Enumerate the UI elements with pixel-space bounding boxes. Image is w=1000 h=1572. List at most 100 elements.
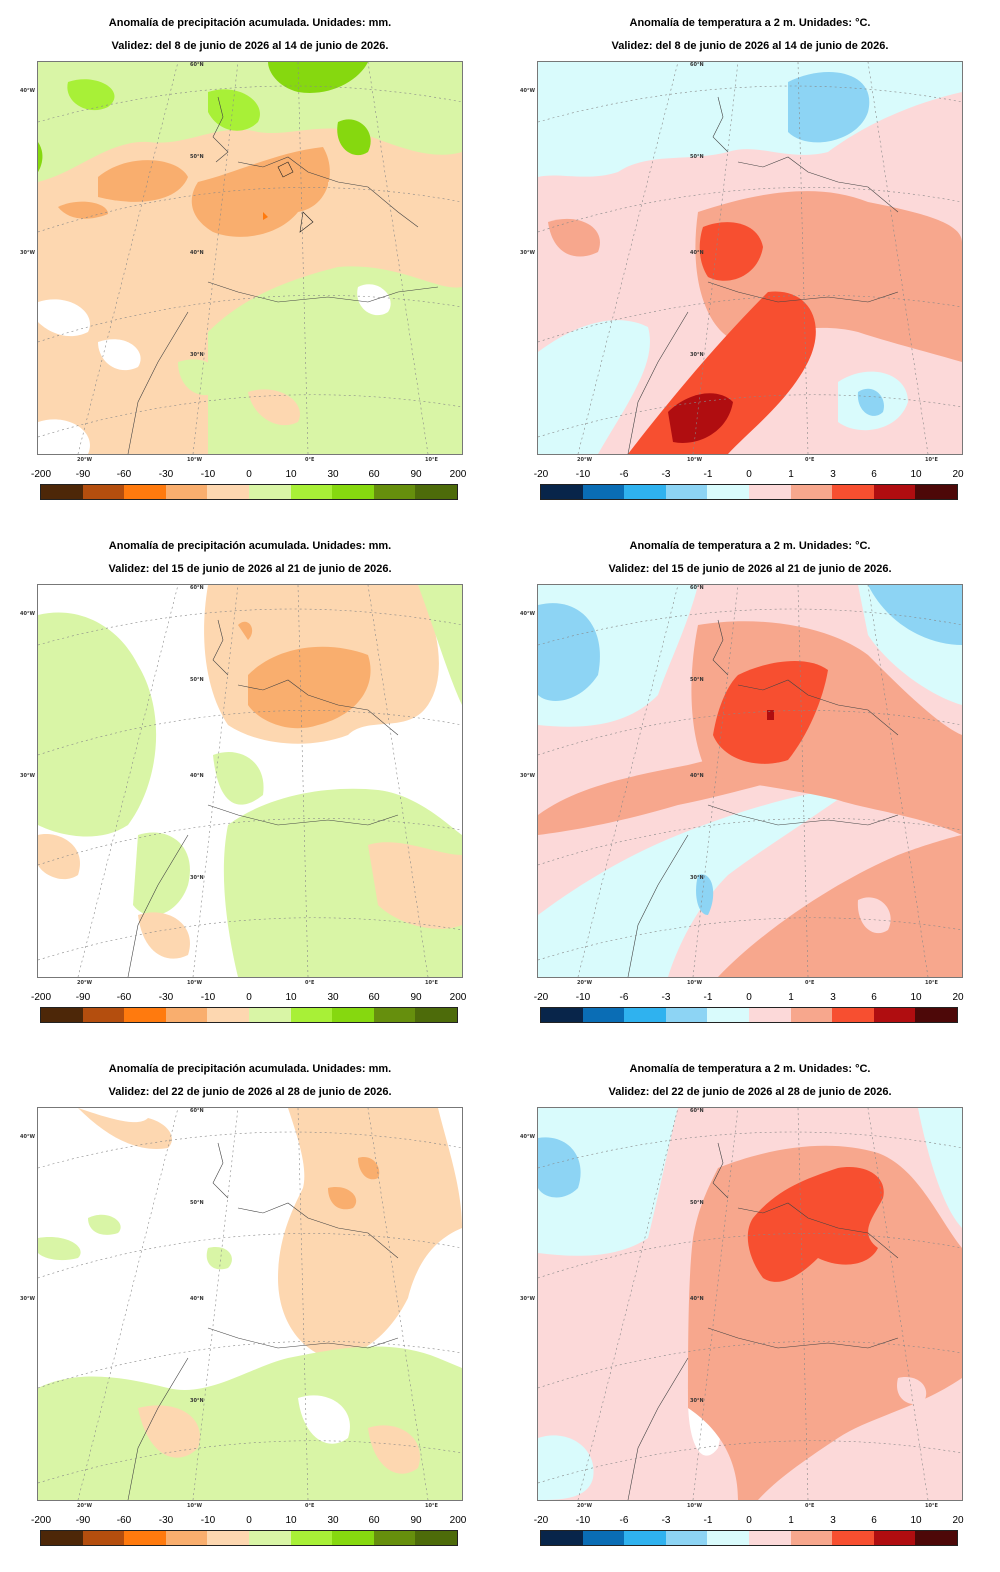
label-10w: 10°W bbox=[187, 980, 202, 986]
tick-label: 200 bbox=[449, 1515, 467, 1526]
tick-label: 200 bbox=[449, 469, 467, 480]
label-60n: 60°N bbox=[190, 62, 204, 68]
label-40w: 40°W bbox=[520, 88, 535, 94]
label-30n: 30°N bbox=[690, 1398, 704, 1404]
legend-swatch bbox=[832, 1008, 874, 1022]
tick-label: -10 bbox=[575, 1515, 591, 1526]
legend-swatch bbox=[832, 1531, 874, 1545]
label-10e: 10°E bbox=[425, 457, 438, 463]
legend-ticks: -20 -10 -6 -3 -1 0 1 3 6 10 20 bbox=[530, 992, 970, 1004]
tick-label: -1 bbox=[703, 992, 713, 1003]
label-40n: 40°N bbox=[190, 250, 204, 256]
tick-label: -6 bbox=[619, 469, 629, 480]
legend-swatch bbox=[748, 485, 791, 499]
label-60n: 60°N bbox=[190, 1108, 204, 1114]
tick-label: -90 bbox=[75, 1515, 91, 1526]
legend-swatch bbox=[332, 1531, 374, 1545]
tick-label: 6 bbox=[871, 469, 877, 480]
panel-validity: Validez: del 22 de junio de 2026 al 28 d… bbox=[608, 1086, 892, 1098]
legend-swatch bbox=[873, 485, 916, 499]
color-legend-bar bbox=[40, 484, 458, 500]
tick-label: 20 bbox=[952, 992, 964, 1003]
tick-label: -6 bbox=[619, 992, 629, 1003]
label-60n: 60°N bbox=[690, 585, 704, 591]
precip-anomaly-map[interactable]: 60°N 50°N 40°N 30°N bbox=[37, 1107, 463, 1501]
temperature-anomaly-map[interactable]: 60°N 50°N 40°N 30°N bbox=[537, 584, 963, 978]
legend-swatch bbox=[665, 1008, 708, 1022]
legend-swatch bbox=[748, 1008, 791, 1022]
precip-anomaly-map[interactable]: 60°N 50°N 40°N 30°N bbox=[37, 584, 463, 978]
label-30n: 30°N bbox=[190, 1398, 204, 1404]
tick-label: -10 bbox=[575, 469, 591, 480]
legend-swatch bbox=[82, 1531, 125, 1545]
label-10w: 10°W bbox=[187, 1503, 202, 1509]
label-40w: 40°W bbox=[20, 1134, 35, 1140]
tick-label: -200 bbox=[30, 992, 52, 1003]
label-10e: 10°E bbox=[925, 1503, 938, 1509]
label-50n: 50°N bbox=[190, 154, 204, 160]
tick-label: 1 bbox=[788, 1515, 794, 1526]
tick-label: -90 bbox=[75, 469, 91, 480]
tick-label: -6 bbox=[619, 1515, 629, 1526]
legend-swatch bbox=[165, 1531, 208, 1545]
label-30n: 30°N bbox=[690, 875, 704, 881]
temperature-anomaly-map[interactable]: 60°N 50°N 40°N 30°N bbox=[537, 1107, 963, 1501]
label-0e: 0°E bbox=[305, 457, 315, 463]
legend-swatch bbox=[582, 485, 625, 499]
label-60n: 60°N bbox=[690, 1108, 704, 1114]
tick-label: -60 bbox=[116, 469, 132, 480]
label-50n: 50°N bbox=[690, 1200, 704, 1206]
legend-swatch bbox=[541, 1531, 583, 1545]
label-20w: 20°W bbox=[577, 1503, 592, 1509]
label-20w: 20°W bbox=[577, 457, 592, 463]
legend-ticks: -20 -10 -6 -3 -1 0 1 3 6 10 20 bbox=[530, 1515, 970, 1527]
label-40w: 40°W bbox=[20, 611, 35, 617]
color-legend-bar bbox=[540, 1007, 958, 1023]
tick-label: -200 bbox=[30, 469, 52, 480]
tick-label: 6 bbox=[871, 992, 877, 1003]
label-40n: 40°N bbox=[190, 1296, 204, 1302]
tick-label: 0 bbox=[246, 469, 252, 480]
tick-label: 60 bbox=[368, 992, 380, 1003]
label-30w: 30°W bbox=[520, 250, 535, 256]
label-50n: 50°N bbox=[190, 1200, 204, 1206]
tick-label: 30 bbox=[327, 1515, 339, 1526]
tick-label: 20 bbox=[952, 1515, 964, 1526]
precip-anomaly-map[interactable]: 60°N 50°N 40°N 30°N bbox=[37, 61, 463, 455]
tick-label: 10 bbox=[285, 992, 297, 1003]
label-30n: 30°N bbox=[190, 875, 204, 881]
legend-swatch bbox=[582, 1531, 625, 1545]
tick-label: 30 bbox=[327, 992, 339, 1003]
panel-title: Anomalía de precipitación acumulada. Uni… bbox=[108, 1063, 392, 1075]
legend-swatch bbox=[165, 485, 208, 499]
label-60n: 60°N bbox=[190, 585, 204, 591]
legend-ticks: -20 -10 -6 -3 -1 0 1 3 6 10 20 bbox=[530, 469, 970, 481]
legend-swatch bbox=[248, 485, 291, 499]
legend-swatch bbox=[415, 485, 457, 499]
panel-title: Anomalía de precipitación acumulada. Uni… bbox=[108, 540, 392, 552]
label-10e: 10°E bbox=[925, 980, 938, 986]
tick-label: 200 bbox=[449, 992, 467, 1003]
label-10e: 10°E bbox=[425, 980, 438, 986]
legend-swatch bbox=[82, 485, 125, 499]
legend-swatch bbox=[124, 1008, 166, 1022]
tick-label: 20 bbox=[952, 469, 964, 480]
tick-label: -10 bbox=[200, 1515, 216, 1526]
panel-title: Anomalía de precipitación acumulada. Uni… bbox=[108, 17, 392, 29]
legend-swatch bbox=[41, 1008, 83, 1022]
legend-swatch bbox=[290, 1008, 333, 1022]
legend-swatch bbox=[665, 485, 708, 499]
tick-label: -20 bbox=[533, 1515, 549, 1526]
tick-label: 6 bbox=[871, 1515, 877, 1526]
panel-validity: Validez: del 15 de junio de 2026 al 21 d… bbox=[108, 563, 392, 575]
tick-label: -1 bbox=[703, 469, 713, 480]
label-40n: 40°N bbox=[690, 1296, 704, 1302]
label-30w: 30°W bbox=[520, 1296, 535, 1302]
tick-label: -3 bbox=[661, 992, 671, 1003]
temperature-anomaly-map[interactable]: 60°N 50°N 40°N 30°N bbox=[537, 61, 963, 455]
legend-swatch bbox=[124, 485, 166, 499]
panel-temp-week1: Anomalía de temperatura a 2 m. Unidades:… bbox=[500, 0, 1000, 523]
panel-precip-week2: Anomalía de precipitación acumulada. Uni… bbox=[0, 523, 500, 1046]
tick-label: 0 bbox=[746, 992, 752, 1003]
legend-swatch bbox=[207, 1008, 249, 1022]
